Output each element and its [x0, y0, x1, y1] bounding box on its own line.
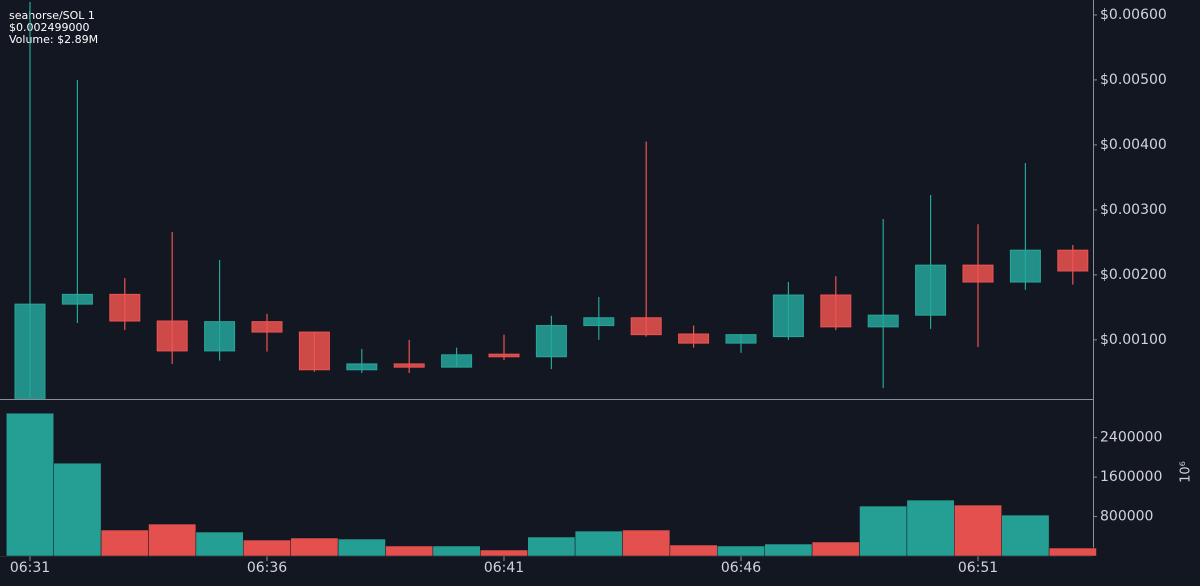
volume-bar — [717, 545, 765, 557]
volume-bar — [290, 537, 339, 557]
candle-body — [1057, 249, 1089, 272]
candle-body — [109, 293, 141, 322]
volume-label: Volume: $2.89M — [9, 33, 98, 46]
candle-body — [204, 321, 236, 352]
candle-body — [820, 294, 852, 328]
volume-bar — [669, 544, 718, 557]
volume-bar — [53, 462, 102, 557]
y-tick-label: 2400000 — [1100, 430, 1162, 446]
candle-body — [915, 264, 947, 316]
volume-bar — [337, 538, 386, 557]
volume-bar — [811, 541, 860, 557]
y-tick-label: $0.00400 — [1100, 137, 1167, 153]
candle-body — [725, 334, 757, 344]
volume-bar — [100, 529, 149, 557]
candle-body — [962, 264, 994, 283]
candle-body — [488, 353, 520, 358]
x-tick-label: 06:36 — [247, 560, 287, 576]
candle-body — [678, 333, 710, 344]
y-tick-label: $0.00200 — [1100, 267, 1167, 283]
candle-body — [535, 325, 567, 358]
candle-body — [251, 321, 283, 333]
y-tick-label: $0.00500 — [1100, 72, 1167, 88]
candle-body — [1009, 249, 1041, 283]
y-tick-label: 1600000 — [1100, 469, 1162, 485]
candle-body — [583, 317, 615, 327]
candle-body — [61, 293, 93, 305]
x-tick-label: 06:41 — [484, 560, 524, 576]
volume-bar — [954, 504, 1002, 557]
y-tick-label: 800000 — [1100, 509, 1153, 525]
volume-bar — [622, 529, 671, 557]
volume-bar — [574, 530, 623, 557]
volume-bar — [243, 539, 291, 557]
x-tick-label: 06:31 — [10, 560, 50, 576]
candle-body — [298, 331, 330, 371]
volume-bar — [148, 523, 197, 557]
volume-bar — [385, 545, 434, 557]
volume-bar — [527, 536, 576, 557]
volume-bar — [195, 531, 244, 557]
x-tick-label: 06:51 — [958, 560, 998, 576]
candle-body — [14, 303, 46, 399]
candle-body — [156, 320, 188, 352]
volume-bar — [1048, 547, 1097, 557]
candle-body — [867, 314, 899, 328]
volume-bar — [6, 412, 54, 557]
volume-bar — [480, 549, 528, 557]
volume-bar — [764, 543, 813, 557]
candle-body — [630, 317, 662, 336]
candle-body — [441, 354, 473, 368]
candle-body — [772, 294, 804, 338]
volume-offset-label: 10⁶ — [1179, 461, 1194, 483]
candle-body — [346, 363, 378, 371]
volume-bar — [1001, 514, 1050, 557]
volume-bar — [432, 545, 481, 557]
volume-bar — [906, 499, 955, 557]
x-tick-label: 06:46 — [721, 560, 761, 576]
y-tick-label: $0.00100 — [1100, 332, 1167, 348]
candle-body — [393, 363, 425, 368]
y-tick-label: $0.00300 — [1100, 202, 1167, 218]
volume-bar — [859, 505, 908, 557]
y-tick-label: $0.00600 — [1100, 7, 1167, 23]
price-label: $0.002499000 — [9, 21, 89, 34]
